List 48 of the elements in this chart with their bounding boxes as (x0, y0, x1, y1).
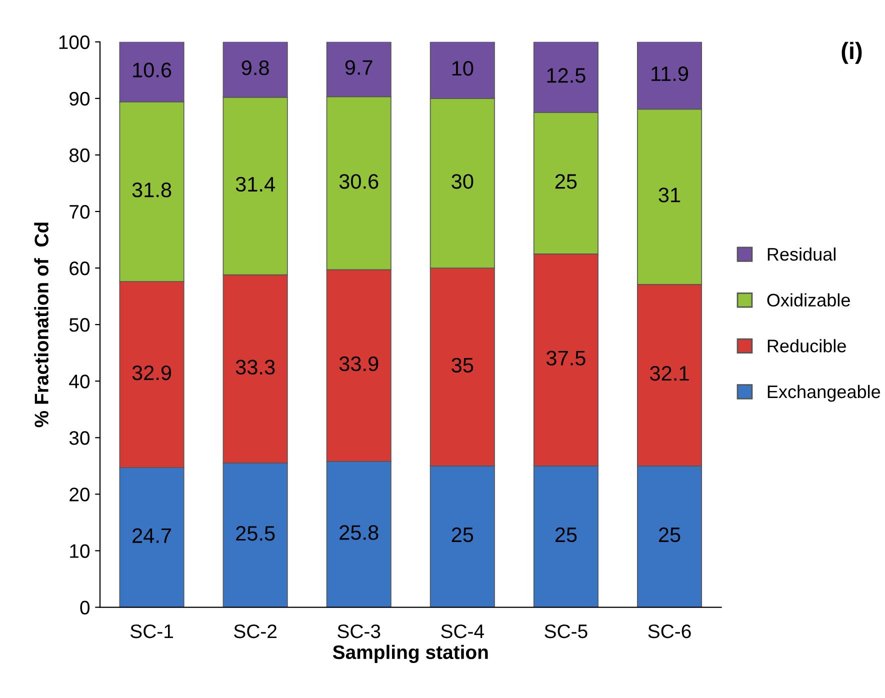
legend-label: Exchangeable (768, 384, 880, 402)
data-label: 31 (658, 188, 680, 202)
x-axis-title: Sampling station (332, 644, 488, 664)
y-tick-label: 90 (70, 92, 90, 106)
legend-label: Residual (768, 247, 836, 261)
data-label: 32.1 (650, 366, 689, 381)
y-axis-title: % Fractionation of Cd (34, 222, 48, 428)
y-tick-label: 70 (70, 204, 90, 219)
data-label: 31.4 (236, 176, 275, 192)
data-label: 35 (452, 358, 474, 373)
data-label: 25.5 (236, 526, 275, 541)
x-tick-label: SC-6 (648, 624, 691, 638)
y-tick-label: 30 (69, 431, 90, 445)
y-tick-label: 50 (69, 318, 90, 332)
data-label: 10.6 (133, 62, 172, 78)
y-tick-label: 80 (70, 148, 90, 162)
data-label: 33.3 (236, 360, 275, 375)
data-label: 9.8 (242, 60, 269, 76)
data-label: 12.5 (547, 68, 586, 83)
data-label: 25 (555, 174, 577, 189)
y-tick-label: 10 (70, 544, 90, 558)
y-tick-label: 100 (59, 35, 90, 50)
data-label: 32.9 (132, 365, 172, 380)
legend-label: Reducible (768, 339, 846, 352)
data-label: 33.9 (339, 356, 378, 372)
data-label: 25 (555, 527, 577, 542)
x-tick-label: SC-4 (441, 624, 484, 638)
data-label: 11.9 (652, 66, 688, 82)
x-tick-label: SC-3 (338, 624, 380, 638)
data-label: 30 (452, 174, 474, 189)
y-tick-label: 60 (70, 262, 90, 276)
x-tick-label: SC-2 (234, 624, 276, 638)
data-label: 31.8 (132, 182, 172, 198)
data-label: 25 (658, 527, 680, 542)
legend-label: Oxidizable (767, 293, 850, 307)
data-label: 10 (452, 60, 474, 76)
data-label: 24.7 (132, 528, 172, 543)
data-label: 37.5 (546, 350, 586, 366)
y-tick-label: 40 (69, 374, 90, 388)
y-tick-label: 0 (80, 600, 90, 614)
data-label: 25.8 (340, 525, 378, 540)
data-label: 25 (452, 527, 474, 542)
y-tick-label: 20 (70, 488, 90, 502)
text: (i) (842, 42, 862, 64)
data-label: 9.7 (345, 60, 372, 75)
x-tick-label: SC-1 (130, 624, 173, 638)
data-label: 30.6 (339, 174, 378, 189)
x-tick-label: SC-5 (544, 624, 588, 638)
